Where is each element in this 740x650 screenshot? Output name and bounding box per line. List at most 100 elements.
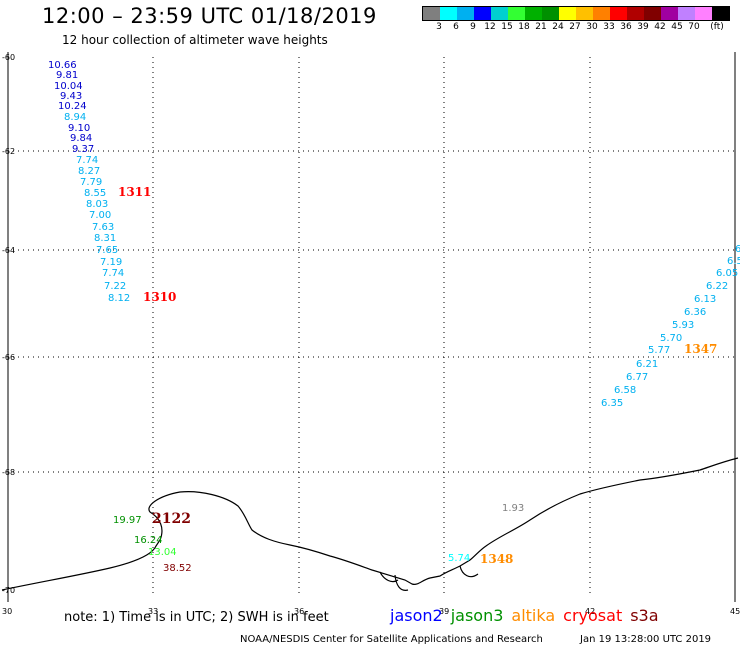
wave-height-label: 10.24 [58, 101, 87, 112]
lat-lon-grid [8, 57, 735, 597]
lat-tick-label: -70 [2, 586, 15, 595]
map-frame [7, 52, 736, 602]
lat-tick-label: -66 [2, 353, 15, 362]
wave-height-label: 8.94 [64, 112, 86, 123]
wave-height-label: 6.5 [727, 256, 740, 267]
colorbar-swatch [525, 7, 542, 20]
legend-item-altika: altika [511, 606, 556, 625]
wave-height-label: 19.97 [113, 515, 142, 526]
colorbar-tick: 36 [620, 22, 632, 32]
wave-height-label: 10.04 [54, 81, 83, 92]
footer-credit: NOAA/NESDIS Center for Satellite Applica… [240, 634, 543, 645]
lat-tick-label: -68 [2, 468, 15, 477]
colorbar-swatch [576, 7, 593, 20]
wave-height-label: 9.81 [56, 70, 78, 81]
colorbar-swatch [661, 7, 678, 20]
legend-item-s3a: s3a [630, 606, 659, 625]
wave-height-label: 5.93 [672, 320, 694, 331]
lat-tick-label: -64 [2, 246, 15, 255]
wave-height-label: 1348 [480, 552, 513, 566]
colorbar-tick: 45 [671, 22, 683, 32]
wave-height-label: 5.70 [660, 333, 682, 344]
wave-height-label: 7.74 [102, 268, 124, 279]
colorbar-tick: 9 [470, 22, 476, 32]
wave-height-label: 2122 [152, 511, 191, 527]
wave-height-label: 8.12 [108, 293, 130, 304]
wave-height-label: 9.10 [68, 123, 90, 134]
colorbar-swatch [508, 7, 525, 20]
wave-height-label: 7.65 [96, 245, 118, 256]
wave-height-label: 1310 [143, 290, 176, 304]
coastline-inlet [379, 565, 479, 591]
wave-height-label: 7.79 [80, 177, 102, 188]
wave-height-label: 6.21 [636, 359, 658, 370]
colorbar-swatch [423, 7, 440, 20]
wave-height-label: 6 [735, 244, 740, 255]
colorbar-tick: 70 [688, 22, 700, 32]
wave-height-label: 8.31 [94, 233, 116, 244]
lat-tick-label: -60 [2, 53, 15, 62]
colorbar-swatch [678, 7, 695, 20]
wave-height-label: 6.36 [684, 307, 706, 318]
colorbar-tick: 15 [501, 22, 513, 32]
colorbar-swatch [491, 7, 508, 20]
wave-height-label: 9.37 [72, 144, 94, 155]
wave-height-colorbar [422, 6, 730, 21]
wave-height-label: 38.52 [163, 563, 192, 574]
wave-height-label: 9.84 [70, 133, 92, 144]
wave-height-label: 6.22 [706, 281, 728, 292]
wave-height-label: 6.77 [626, 372, 648, 383]
lon-tick-label: 36 [294, 607, 304, 616]
wave-height-labels: 10.669.8110.049.4310.248.949.109.849.377… [48, 60, 740, 574]
wave-height-label: 10.66 [48, 60, 77, 71]
legend-item-cryosat: cryosat [563, 606, 623, 625]
map-title: 12:00 – 23:59 UTC 01/18/2019 [42, 4, 377, 28]
colorbar-tick: 3 [436, 22, 442, 32]
axis-tick-labels: -60 -62 -64 -66 -68 -70 30 33 36 39 42 45 [2, 53, 740, 616]
satellite-legend: jason2 jason3 altika cryosat s3a [390, 606, 667, 625]
colorbar-tick: 39 [637, 22, 649, 32]
wave-height-label: 7.19 [100, 257, 122, 268]
colorbar-swatch [559, 7, 576, 20]
colorbar-swatch [542, 7, 559, 20]
wave-height-label: 1347 [684, 342, 717, 356]
wave-height-label: 9.43 [60, 91, 82, 102]
wave-height-label: 8.55 [84, 188, 106, 199]
lon-tick-label: 30 [2, 607, 12, 616]
wave-height-label: 7.74 [76, 155, 98, 166]
colorbar-swatch [440, 7, 457, 20]
colorbar-tick: 18 [518, 22, 530, 32]
colorbar-tick: 21 [535, 22, 547, 32]
colorbar-swatch [457, 7, 474, 20]
wave-height-label: 7.00 [89, 210, 111, 221]
wave-height-label: 6.13 [694, 294, 716, 305]
colorbar-tick: 12 [484, 22, 496, 32]
colorbar-swatch [474, 7, 491, 20]
colorbar-tick: (ft) [710, 22, 724, 32]
wave-height-label: 6.35 [601, 398, 623, 409]
wave-height-label: 1311 [118, 185, 151, 199]
note-text: note: 1) Time is in UTC; 2) SWH is in fe… [64, 610, 329, 625]
map-subtitle: 12 hour collection of altimeter wave hei… [62, 33, 328, 47]
wave-height-label: 8.03 [86, 199, 108, 210]
colorbar-tick: 27 [569, 22, 581, 32]
colorbar-tick: 33 [603, 22, 615, 32]
legend-item-jason3: jason3 [450, 606, 504, 625]
wave-height-label: 5.77 [648, 345, 670, 356]
lon-tick-label: 39 [439, 607, 449, 616]
wave-height-label: 7.63 [92, 222, 114, 233]
colorbar-tick: 24 [552, 22, 564, 32]
wave-height-label: 8.27 [78, 166, 100, 177]
colorbar-swatch [695, 7, 712, 20]
colorbar-tick: 30 [586, 22, 598, 32]
lon-tick-label: 45 [730, 607, 740, 616]
colorbar-swatch [593, 7, 610, 20]
colorbar-swatch [712, 7, 729, 20]
lat-tick-label: -62 [2, 147, 15, 156]
colorbar-swatch [644, 7, 661, 20]
coastline [1, 457, 739, 591]
footer-timestamp: Jan 19 13:28:00 UTC 2019 [580, 634, 712, 645]
colorbar-swatch [627, 7, 644, 20]
wave-height-label: 7.22 [104, 281, 126, 292]
